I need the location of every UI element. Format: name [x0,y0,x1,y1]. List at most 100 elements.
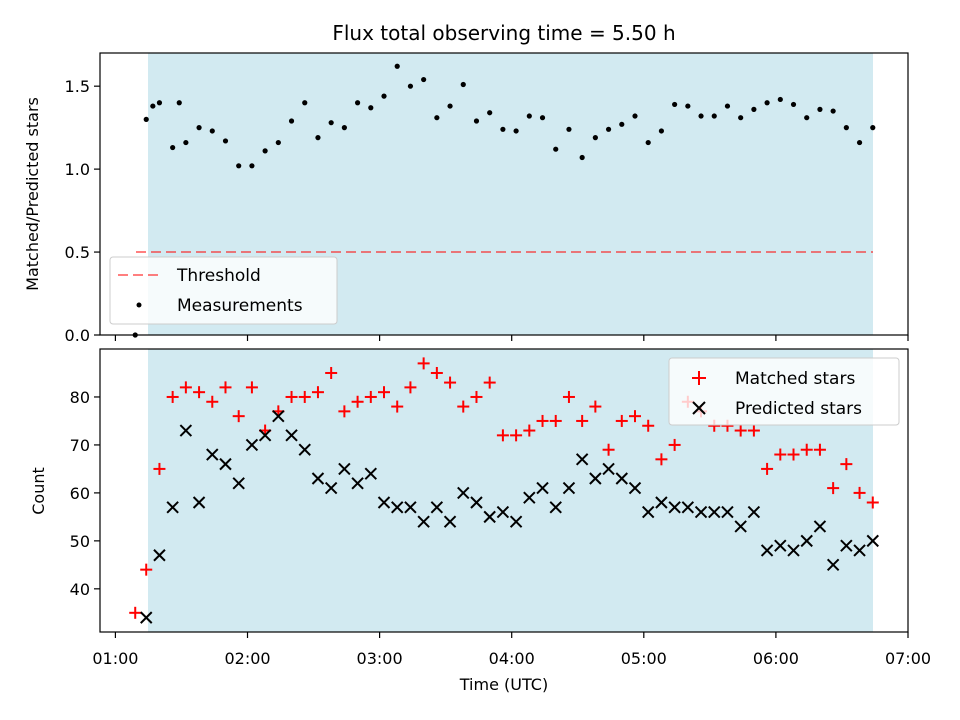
matched-point [747,424,760,437]
count-y-tick-label: 70 [70,436,90,455]
ratio-legend-box [109,256,338,325]
matched-point [787,448,800,461]
x-tick-label: 07:00 [885,649,931,668]
measurement-point [672,101,678,108]
count-legend-box [668,357,900,426]
predicted-point [430,501,444,514]
predicted-point [206,448,219,461]
measurement-point [856,139,863,146]
matched-point [378,386,391,399]
predicted-point [549,501,562,514]
chart-title: Flux total observing time = 5.50 h [332,21,675,45]
matched-point [576,414,589,427]
predicted-point [747,505,761,519]
measurement-point [288,118,295,124]
matched-point [774,448,787,461]
measurement-point [632,113,638,119]
measurement-point [447,103,453,109]
measurement-point [341,125,347,131]
matched-point [615,414,628,427]
ratio-panel: 0.0 0.5 1.0 1.5 Matched/Predicted stars Thr… [23,52,909,345]
predicted-point [377,496,391,509]
measurement-point [645,139,651,146]
measurement-point [143,116,149,122]
matched-point [232,410,245,423]
matched-point [800,443,813,456]
predicted-point [457,486,470,500]
matched-point [311,386,324,399]
measurement-point [579,154,585,161]
count-plot-frame [99,348,909,633]
measurement-point [381,93,387,99]
matched-point [642,419,655,432]
predicted-point [641,505,655,519]
x-tick-label: 06:00 [753,649,799,668]
measurement-point [407,83,414,89]
measurement-point [764,100,770,106]
predicted-point [351,477,364,490]
predicted-point [721,505,734,519]
matched-point [364,390,377,403]
predicted-point [272,409,285,423]
predicted-point [734,520,747,533]
matched-point [866,496,879,509]
predicted-point [298,443,311,456]
predicted-point [668,501,681,514]
matched-point [483,376,496,389]
count-y-tick-label: 60 [70,484,90,503]
measurement-point [605,126,612,132]
matched-point [510,429,523,442]
predicted-point [364,467,378,480]
measurement-point [368,105,374,111]
measurements-legend-label: Measurements [177,296,303,316]
measurement-point [328,120,334,126]
predicted-point [496,505,510,519]
predicted-point [853,544,866,557]
matched-point [734,424,747,437]
ratio-legend: Threshold Measurements [109,256,338,325]
measurement-point [176,100,182,106]
predicted-point [192,496,206,509]
predicted-point [509,515,523,528]
measurement-point [539,115,546,121]
predicted-point [523,491,536,504]
predicted-point [708,505,721,519]
predicted-point [258,429,272,442]
measurement-point [275,139,281,146]
measurement-point [473,118,480,124]
measurement-point [170,144,176,151]
measurement-point [236,163,242,169]
x-tick-label: 04:00 [489,649,535,668]
ratio-y-label: Matched/Predicted stars [23,97,42,291]
measurement-point [209,128,215,134]
measurement-point [421,76,427,83]
measurement-point [777,96,783,103]
ratio-series [132,63,876,338]
predicted-point [840,539,853,552]
measurement-point [500,126,506,132]
measurement-point [698,113,704,119]
ratio-y-tick-label: 1.0 [65,160,90,179]
matched-legend-swatch [692,371,706,385]
ratio-plot-frame [99,52,909,336]
count-series [129,357,879,624]
predicted-legend-label: Predicted stars [735,399,862,419]
measurement-point [394,63,400,69]
matched-point [351,395,364,408]
matched-point [219,381,232,394]
matched-legend-label: Matched stars [735,369,855,389]
matched-point [840,458,853,471]
measurement-point [302,100,308,106]
predicted-point [655,496,668,509]
matched-point [129,606,142,619]
predicted-point [219,457,232,471]
measurement-point [354,100,361,106]
matched-point [853,486,866,499]
predicted-point [562,481,576,495]
matched-point [298,390,311,403]
x-tick-label: 01:00 [92,649,138,668]
measurement-point [526,113,532,119]
predicted-point [602,462,615,476]
predicted-point [681,501,695,514]
